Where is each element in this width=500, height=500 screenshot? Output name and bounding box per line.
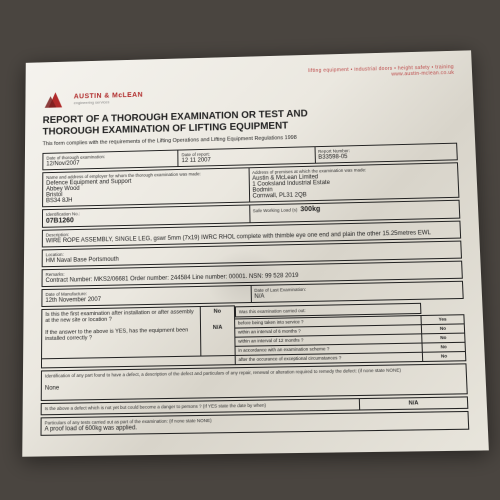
dom-value: 12th November 2007	[45, 297, 101, 304]
report-no-label: Report Number:	[318, 145, 453, 153]
r4-answer: No	[422, 342, 465, 352]
r3-answer: No	[422, 332, 465, 342]
logo-text-block: AUSTIN & McLEAN engineering services	[74, 92, 143, 105]
employer-l1: Defence Equipment and Support	[46, 179, 131, 187]
r2-answer: No	[421, 323, 464, 333]
loc-text: HM Naval Base Portsmouth	[46, 256, 119, 263]
r1-answer: Yes	[421, 314, 464, 324]
dle-value: N/A	[254, 293, 264, 299]
tests-label: Particulars of any tests carried out as …	[45, 413, 465, 424]
dom-label: Date of Manufacture:	[45, 288, 247, 297]
report-no-value: B33598-05	[318, 154, 347, 161]
id-value: 07B1260	[46, 217, 74, 224]
tests-value: A proof load of 600kg was applied.	[45, 424, 137, 432]
company-sub: engineering services	[74, 98, 143, 105]
dle-label: Date of Last Examination:	[254, 284, 459, 293]
q2-answer: N/A	[204, 324, 231, 331]
website-text: www.austin-mclean.co.uk	[391, 70, 454, 77]
questions-table: Is this the first examination after inst…	[41, 301, 466, 368]
q2-text: If the answer to the above is YES, has t…	[45, 327, 188, 342]
id-label: Identification No.:	[46, 207, 246, 216]
tests-table: Particulars of any tests carried out as …	[41, 410, 470, 435]
premises-l2: 1 Cooksland Industrial Estate	[252, 180, 330, 188]
defect-value: None	[45, 385, 59, 391]
premises-label: Address of premises at which the examina…	[252, 165, 454, 175]
q1-answer: No	[204, 308, 231, 315]
report-date-label: Date of report:	[182, 149, 312, 157]
swl-value: 300kg	[300, 206, 320, 213]
defect-label: Identification of any part found to have…	[45, 366, 463, 378]
employer-label: Name and address of employer for whom th…	[46, 170, 245, 180]
defect-table: Identification of any part found to have…	[41, 363, 468, 401]
exam-date-label: Date of thorough examination:	[46, 152, 174, 160]
exam-date-value: 12/Nov/2007	[46, 160, 79, 167]
logo-icon	[43, 90, 68, 110]
danger-label: Is the above a defect which is not yet b…	[45, 402, 266, 411]
danger-value: N/A	[360, 396, 468, 409]
q1-text: Is this the first examination after inst…	[45, 309, 193, 324]
exam-carried-label: Was this examination carried out:	[235, 302, 421, 317]
employer-l2: Abbey Wood	[46, 186, 80, 193]
premises-l4: Cornwall, PL31 2QB	[252, 192, 306, 199]
document-paper: lifting equipment • industrial doors • h…	[22, 50, 489, 456]
report-date-value: 12 11 2007	[182, 157, 211, 164]
r5-answer: No	[422, 351, 465, 361]
employer-l4: BS34 8JH	[46, 198, 72, 204]
swl-label: Safe Working Load (s)	[253, 207, 298, 213]
